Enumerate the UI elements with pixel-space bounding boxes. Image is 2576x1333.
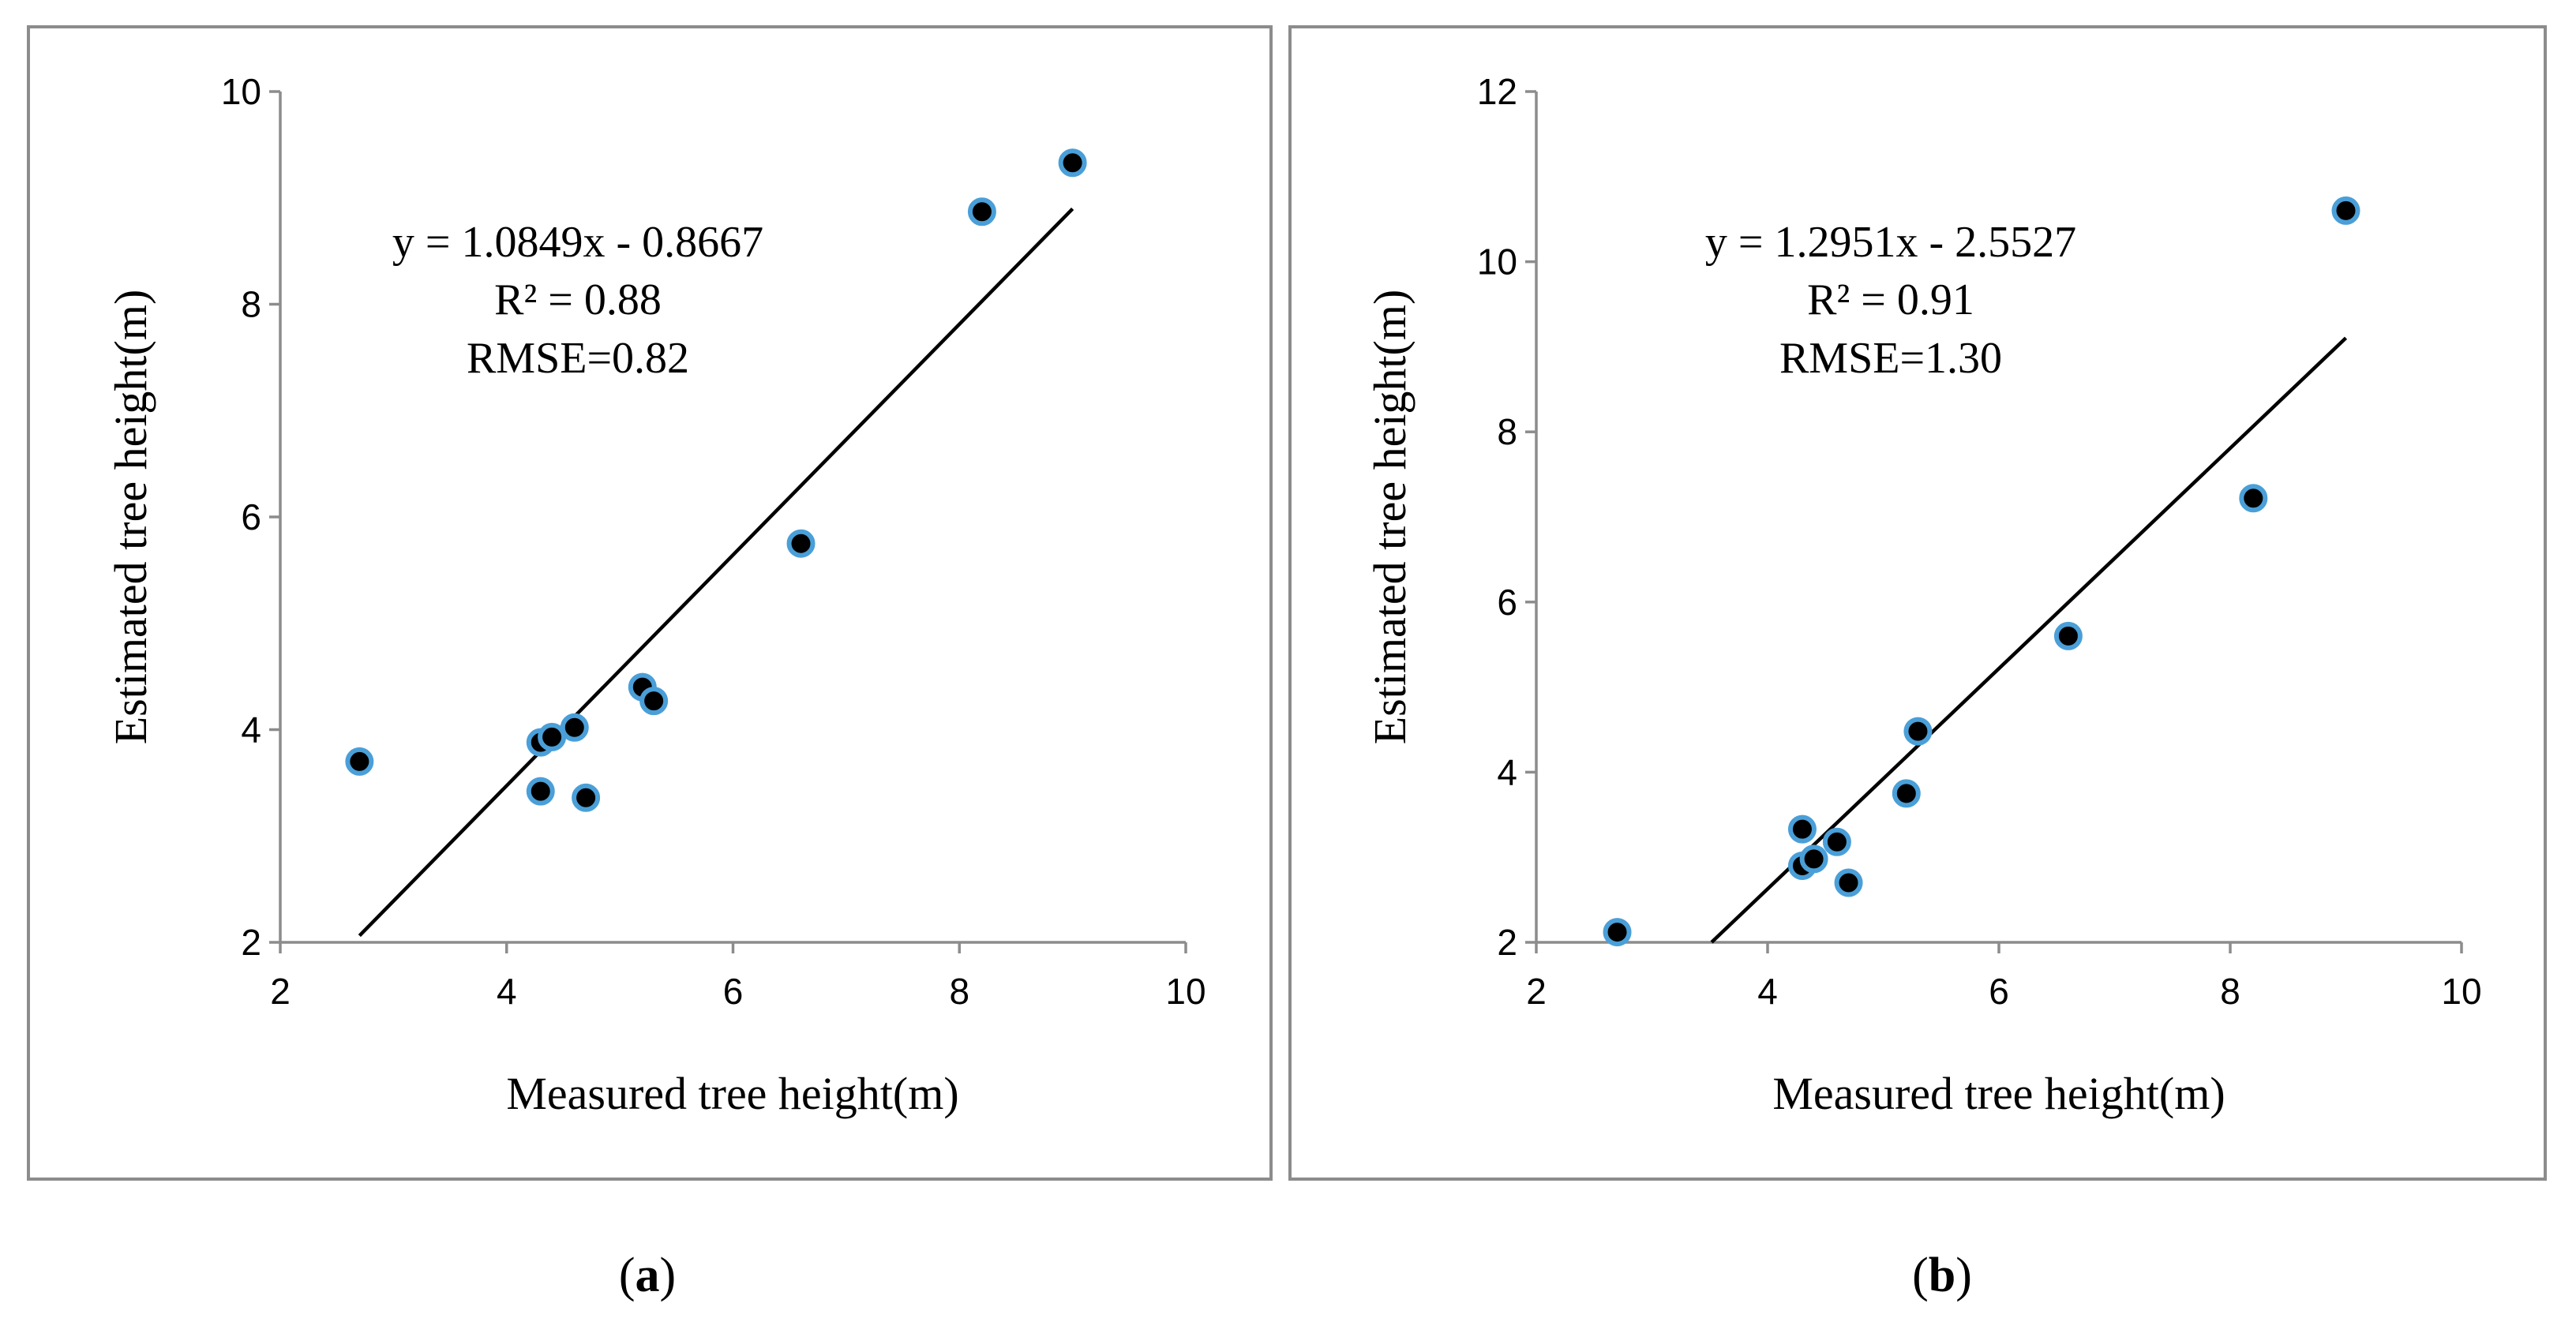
panel-b-y-tick-label: 10	[1477, 242, 1517, 283]
panel-a-data-point	[1058, 148, 1087, 178]
panel-b-plot: 2 4 6 8 10 12 2 4 6 8 10	[1477, 71, 2482, 1012]
panel-b-data-point	[1892, 779, 1921, 808]
panel-b-data-point	[1799, 844, 1828, 874]
panel-b-y-axis-label: Estimated tree height(m)	[1364, 290, 1415, 745]
panel-a: 2 4 6 8 10 2 4 6 8 10 Measured tree height(m) Est…	[27, 25, 1273, 1181]
panel-a-x-tick-label: 6	[723, 971, 744, 1012]
panel-b-data-point	[2053, 621, 2083, 650]
panel-label-a: (a)	[619, 1249, 676, 1302]
panel-a-trendline	[358, 207, 1074, 938]
panel-a-frame	[27, 25, 1273, 1181]
panel-a-data-point	[639, 687, 669, 716]
panel-a-x-tick-label: 2	[270, 971, 291, 1012]
panel-a-data-point	[560, 713, 589, 742]
panel-b-x-tick-label: 10	[2441, 971, 2481, 1012]
panel-a-y-axis-label: Estimated tree height(m)	[105, 290, 156, 745]
panel-b-x-tick-label: 8	[2220, 971, 2240, 1012]
panel-a-plot: 2 4 6 8 10 2 4 6 8 10	[221, 71, 1206, 1012]
panel-b-x-tick-label: 4	[1757, 971, 1778, 1012]
panel-a-y-tick-label: 4	[241, 710, 261, 751]
panel-a-data-point	[345, 747, 374, 776]
panel-b-x-tick-label: 2	[1526, 971, 1547, 1012]
panel-b-y-tick-label: 12	[1477, 71, 1517, 112]
panel-b-data-point	[2239, 484, 2268, 513]
panel-a-x-tick-label: 10	[1165, 971, 1206, 1012]
panel-label-a-letter: a	[636, 1249, 660, 1302]
panel-a-x-tick-label: 4	[497, 971, 517, 1012]
panel-b-rmse: RMSE=1.30	[1779, 334, 2002, 383]
panel-a-data-point	[572, 783, 601, 812]
panel-b-data-point	[1787, 814, 1817, 844]
panel-a-data-point	[786, 529, 816, 558]
panel-a-x-tick-label: 8	[949, 971, 969, 1012]
panel-b-frame	[1288, 25, 2547, 1181]
panel-b-data-point	[1834, 868, 1863, 897]
panel-a-data-point	[538, 722, 567, 751]
panel-b-y-tick-label: 4	[1497, 751, 1517, 792]
panel-b-y-tick-label: 8	[1497, 411, 1517, 452]
panel-a-x-axis-label: Measured tree height(m)	[506, 1068, 958, 1119]
panel-a-data-point	[526, 777, 555, 806]
panel-label-b: (b)	[1912, 1249, 1972, 1302]
panel-b-data-point	[1822, 827, 1851, 856]
panel-label-b-letter: b	[1929, 1249, 1955, 1302]
panel-b-x-axis-label: Measured tree height(m)	[1772, 1068, 2225, 1119]
panel-a-y-tick-label: 8	[241, 284, 261, 325]
panel-b-trendline	[1710, 336, 2348, 944]
panel-a-y-tick-label: 10	[221, 71, 261, 112]
panel-a-r-squared: R² = 0.88	[494, 275, 662, 324]
panel-a-rmse: RMSE=0.82	[467, 334, 689, 383]
panel-a-y-tick-label: 6	[241, 496, 261, 537]
panel-b-x-tick-label: 6	[1989, 971, 2009, 1012]
panel-a-y-tick-label: 2	[241, 922, 261, 963]
panel-b-y-tick-label: 6	[1497, 582, 1517, 623]
panel-b-data-point	[1903, 717, 1933, 746]
panel-a-equation: y = 1.0849x - 0.8667	[392, 218, 763, 267]
panel-b-y-tick-label: 2	[1497, 922, 1517, 963]
panel-a-data-point	[967, 197, 996, 227]
panel-b-data-point	[1603, 918, 1632, 947]
panel-b-r-squared: R² = 0.91	[1807, 275, 1974, 324]
panel-b: 2 4 6 8 10 12 2 4 6 8 10 Measured tree height(m) E…	[1288, 25, 2547, 1181]
panel-b-equation: y = 1.2951x - 2.5527	[1705, 218, 2076, 267]
panel-b-data-point	[2331, 196, 2360, 225]
